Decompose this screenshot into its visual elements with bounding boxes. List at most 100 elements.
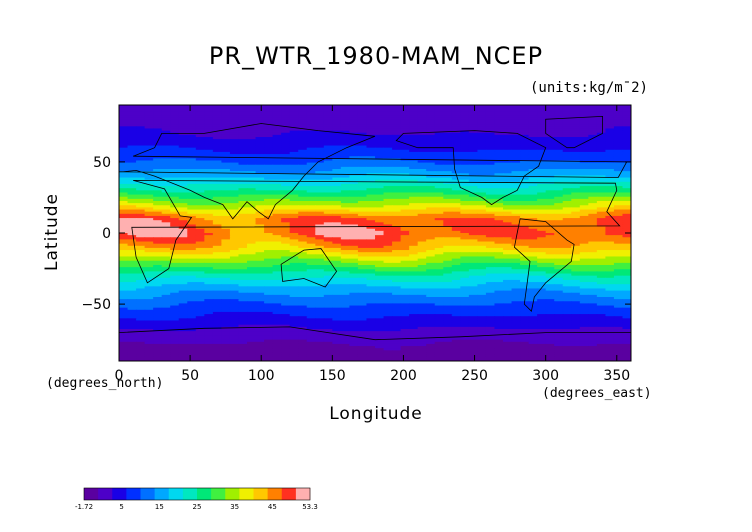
field-cell xyxy=(187,213,197,217)
field-cell xyxy=(545,245,555,249)
field-cell xyxy=(468,137,478,140)
field-cell xyxy=(520,228,530,232)
field-cell xyxy=(426,126,436,130)
field-cell xyxy=(315,188,325,191)
field-cell xyxy=(485,158,496,162)
field-cell xyxy=(537,137,547,140)
field-cell xyxy=(383,117,393,121)
field-cell xyxy=(375,134,385,138)
field-cell xyxy=(392,179,402,183)
field-cell xyxy=(272,175,282,179)
field-cell xyxy=(605,271,615,275)
field-cell xyxy=(247,235,257,238)
field-cell xyxy=(340,164,350,168)
field-cell xyxy=(264,260,274,264)
field-cell xyxy=(426,215,436,219)
field-cell xyxy=(451,147,461,151)
field-cell xyxy=(443,243,453,247)
field-cell xyxy=(409,237,419,240)
field-cell xyxy=(212,196,222,200)
field-cell xyxy=(247,119,257,123)
field-cell xyxy=(187,279,197,283)
field-cell xyxy=(613,209,624,213)
field-cell xyxy=(264,256,274,260)
field-cell xyxy=(349,109,359,112)
field-cell xyxy=(383,228,393,232)
field-cell xyxy=(221,190,231,194)
field-cell xyxy=(596,230,606,234)
field-cell xyxy=(622,147,631,151)
field-cell xyxy=(545,196,555,200)
field-cell xyxy=(571,207,581,211)
field-cell xyxy=(187,141,197,144)
field-cell xyxy=(212,258,222,262)
field-cell xyxy=(503,226,513,230)
field-cell xyxy=(127,115,137,119)
field-cell xyxy=(212,237,222,240)
field-cell xyxy=(528,213,538,217)
field-cell xyxy=(622,279,631,283)
field-cell xyxy=(588,275,598,279)
field-cell xyxy=(340,245,350,249)
field-cell xyxy=(622,179,631,183)
field-cell xyxy=(247,237,257,240)
field-cell xyxy=(383,279,393,283)
field-cell xyxy=(503,134,513,138)
field-cell xyxy=(323,154,333,157)
field-cell xyxy=(264,169,274,172)
field-cell xyxy=(375,220,385,223)
field-cell xyxy=(298,241,308,245)
field-cell xyxy=(613,226,624,230)
field-cell xyxy=(477,141,487,144)
field-cell xyxy=(477,258,487,262)
field-cell xyxy=(409,119,419,123)
field-cell xyxy=(289,262,299,266)
field-cell xyxy=(477,239,487,243)
field-cell xyxy=(392,141,402,144)
field-cell xyxy=(281,105,291,108)
field-cell xyxy=(221,267,231,270)
field-cell xyxy=(434,105,444,108)
field-cell xyxy=(136,228,146,232)
field-cell xyxy=(212,226,222,230)
field-cell xyxy=(161,141,171,144)
field-cell xyxy=(520,209,530,213)
field-cell xyxy=(366,254,376,258)
field-cell xyxy=(281,220,291,223)
field-cell xyxy=(281,130,291,134)
field-cell xyxy=(451,186,461,189)
field-cell xyxy=(537,218,547,221)
field-cell xyxy=(255,192,265,196)
field-cell xyxy=(596,105,606,108)
field-cell xyxy=(434,179,444,183)
field-cell xyxy=(588,147,598,151)
field-cell xyxy=(255,254,265,258)
field-cell xyxy=(622,107,631,110)
field-cell xyxy=(562,275,572,279)
field-cell xyxy=(119,209,129,213)
field-cell xyxy=(605,230,615,234)
field-cell xyxy=(520,186,530,189)
field-cell xyxy=(136,130,146,134)
field-cell xyxy=(281,245,291,249)
field-cell xyxy=(588,173,598,176)
field-cell xyxy=(485,196,496,200)
field-cell xyxy=(119,192,129,196)
field-cell xyxy=(349,149,359,153)
field-cell xyxy=(622,126,631,130)
field-cell xyxy=(221,198,231,202)
field-cell xyxy=(409,183,419,187)
field-cell xyxy=(503,171,513,174)
field-cell xyxy=(400,122,410,125)
field-cell xyxy=(212,282,222,285)
field-cell xyxy=(289,226,299,230)
field-cell xyxy=(622,139,631,142)
field-cell xyxy=(528,273,538,277)
field-cell xyxy=(340,109,350,112)
field-cell xyxy=(537,241,547,245)
field-cell xyxy=(605,128,615,132)
field-cell xyxy=(340,149,350,153)
field-cell xyxy=(622,201,631,204)
field-cell xyxy=(204,262,214,266)
field-cell xyxy=(545,173,555,176)
